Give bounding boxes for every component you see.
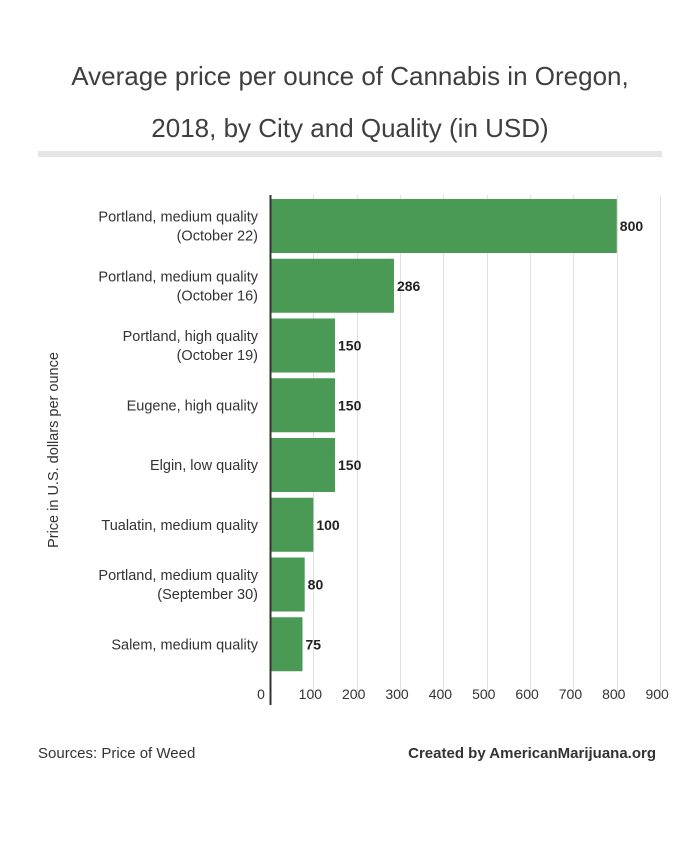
category-label-0-line-0: Portland, medium quality bbox=[98, 210, 258, 226]
title-divider bbox=[38, 151, 662, 157]
bar-7 bbox=[270, 617, 303, 672]
x-tick-label-500: 500 bbox=[472, 686, 496, 702]
category-label-0-line-1: (October 22) bbox=[177, 229, 258, 245]
x-tick-label-700: 700 bbox=[559, 686, 583, 702]
x-tick-label-300: 300 bbox=[385, 686, 409, 702]
data-label-6: 80 bbox=[308, 577, 324, 593]
x-tick-label-100: 100 bbox=[299, 686, 323, 702]
y-axis-title: Price in U.S. dollars per ounce bbox=[46, 352, 62, 548]
bar-4 bbox=[270, 438, 336, 492]
chart-title-line-2: 2018, by City and Quality (in USD) bbox=[151, 113, 549, 143]
chart-title: Average price per ounce of Cannabis in O… bbox=[30, 50, 670, 154]
data-label-2: 150 bbox=[338, 338, 362, 354]
x-tick-label-400: 400 bbox=[429, 686, 453, 702]
category-label-2-line-0: Portland, high quality bbox=[123, 329, 259, 345]
chart-title-line-1: Average price per ounce of Cannabis in O… bbox=[71, 61, 629, 91]
bar-5 bbox=[270, 497, 314, 552]
x-tick-label-800: 800 bbox=[602, 686, 626, 702]
category-label-5: Tualatin, medium quality bbox=[101, 518, 258, 534]
bar-0 bbox=[270, 199, 617, 253]
bar-2 bbox=[270, 318, 336, 373]
x-tick-label-0: 0 bbox=[257, 686, 265, 702]
category-label-6-line-0: Portland, medium quality bbox=[98, 568, 258, 584]
category-label-3: Eugene, high quality bbox=[127, 398, 259, 414]
bar-3 bbox=[270, 378, 336, 433]
source-note: Sources: Price of Weed bbox=[38, 745, 196, 762]
data-label-1: 286 bbox=[397, 278, 421, 294]
category-label-4: Elgin, low quality bbox=[150, 458, 259, 474]
category-label-1-line-1: (October 16) bbox=[177, 288, 258, 304]
data-label-0: 800 bbox=[620, 218, 644, 234]
x-tick-label-200: 200 bbox=[342, 686, 366, 702]
bar-1 bbox=[270, 258, 394, 313]
data-label-3: 150 bbox=[338, 397, 362, 413]
category-label-2-line-1: (October 19) bbox=[177, 348, 258, 364]
x-tick-label-900: 900 bbox=[645, 686, 669, 702]
credit-note: Created by AmericanMarijuana.org bbox=[408, 745, 656, 762]
x-tick-label-600: 600 bbox=[515, 686, 539, 702]
bar-6 bbox=[270, 557, 305, 612]
data-label-7: 75 bbox=[306, 636, 322, 652]
category-label-1-line-0: Portland, medium quality bbox=[98, 269, 258, 285]
category-label-7: Salem, medium quality bbox=[111, 637, 258, 653]
category-label-6-line-1: (September 30) bbox=[157, 587, 258, 603]
data-label-5: 100 bbox=[316, 517, 340, 533]
data-label-4: 150 bbox=[338, 457, 362, 473]
